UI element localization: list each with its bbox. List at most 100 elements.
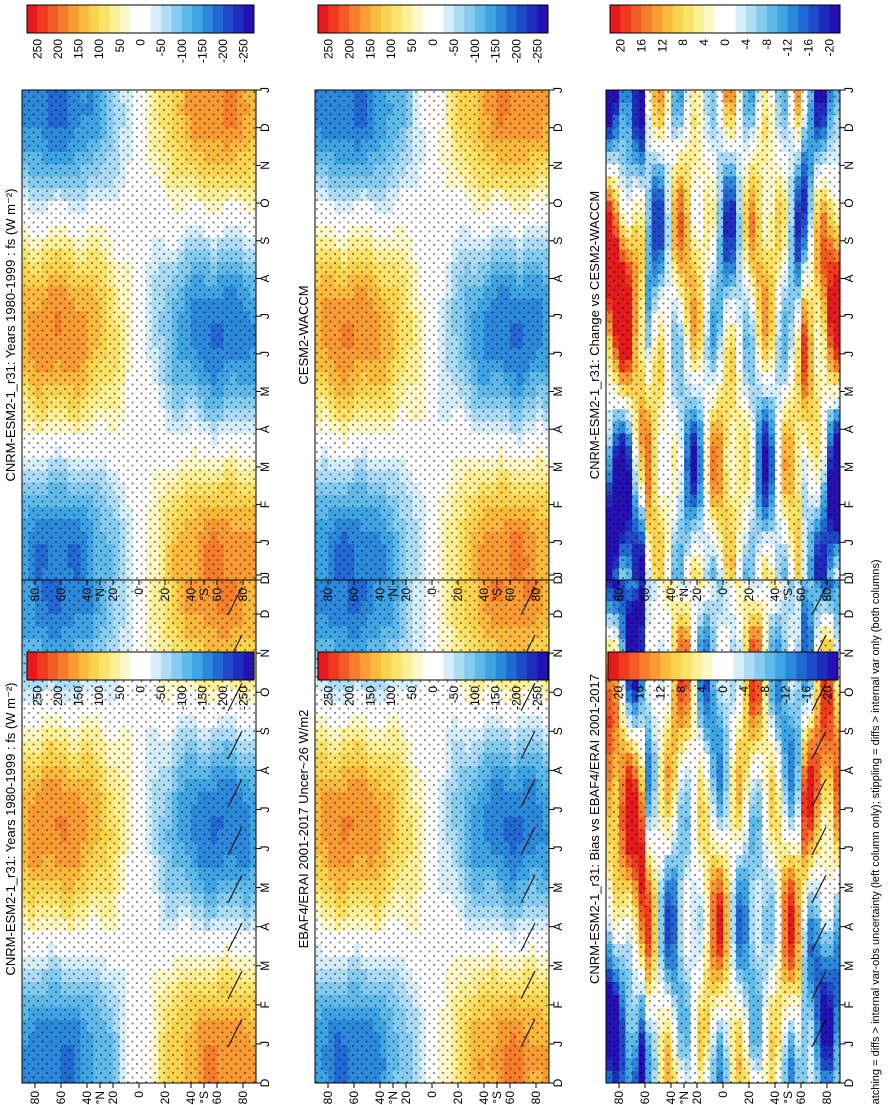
- colorbar-tick-label: 100: [384, 686, 398, 706]
- colorbar-tick-label: -250: [531, 686, 545, 710]
- lat-tick-label: 60: [54, 1091, 68, 1105]
- colorbar-tick-label: -250: [237, 39, 251, 63]
- colorbar-tick-label: 250: [321, 686, 335, 706]
- month-tick-label: N: [551, 649, 565, 658]
- colorbar-segment: [109, 652, 121, 680]
- colorbar-segment: [150, 652, 162, 680]
- colorbar-segment: [181, 652, 193, 680]
- heatmap-field: [315, 575, 549, 1083]
- stippling: [22, 90, 256, 580]
- colorbar-segment: [223, 5, 234, 33]
- lat-tick-label: 80: [28, 588, 42, 602]
- colorbar-segment: [401, 652, 413, 680]
- hatch-mark: [227, 970, 243, 1000]
- month-tick-label: J: [551, 806, 565, 812]
- colorbar-segment: [37, 652, 49, 680]
- figure-footnote: hatching = diffs > internal var-obs unce…: [870, 559, 882, 1105]
- lat-tick-label: °N: [93, 588, 107, 601]
- hatch-mark: [227, 586, 243, 616]
- colorbar-segment: [150, 5, 162, 33]
- colorbar-frame: [317, 651, 549, 681]
- hatch-mark: [520, 682, 536, 712]
- lat-tick-label: 80: [529, 1091, 543, 1105]
- colorbar-tick-label: -100: [175, 39, 189, 63]
- month-tick-label: A: [258, 766, 272, 774]
- colorbar-segment: [443, 652, 455, 680]
- lat-tick-label: 80: [28, 1091, 42, 1105]
- month-tick-label: D: [258, 609, 272, 618]
- colorbar: 250 200 150 100 50 0 -50 -100 -150 -200 -250: [317, 651, 549, 710]
- colorbar-segment: [243, 652, 255, 680]
- colorbar-segment: [99, 5, 111, 33]
- panel-4: 80 60 40 °N 20 0 20 40 °S 60 80DJFMAMJJASONDJCESM2…: [296, 4, 565, 601]
- month-tick-label: N: [258, 649, 272, 658]
- colorbar-segment: [78, 652, 90, 680]
- colorbar-segment: [88, 652, 100, 680]
- lat-tick-label: 60: [347, 1091, 361, 1105]
- colorbar-tick-label: -150: [489, 686, 503, 710]
- colorbar-segment: [233, 652, 245, 680]
- colorbar-segment: [140, 652, 152, 680]
- month-tick-label: M: [258, 462, 272, 472]
- month-tick-label: S: [258, 727, 272, 735]
- hatch-mark: [227, 922, 243, 952]
- month-tick-label: J: [258, 313, 272, 319]
- panel-2: 80 60 40 °N 20 0 20 40 °S 60 80DJFMAMJJASONDJCNRM-…: [3, 4, 272, 602]
- hatch-mark: [227, 826, 243, 856]
- colorbar: 250 200 150 100 50 0 -50 -100 -150 -200 -250: [26, 4, 255, 63]
- lat-tick-label: 60: [54, 588, 68, 602]
- month-tick-label: A: [258, 425, 272, 433]
- colorbar-segment: [99, 652, 111, 680]
- colorbar-tick-label: 50: [405, 686, 419, 700]
- month-tick-label: F: [258, 1001, 272, 1008]
- colorbar-segment: [338, 652, 350, 680]
- heatmap-field: [22, 90, 256, 580]
- lat-tick-label: 20: [158, 588, 172, 602]
- colorbar-segment: [328, 652, 340, 680]
- colorbar-tick-label: 50: [113, 39, 127, 53]
- hatch-mark: [520, 874, 536, 904]
- lat-tick-label: 60: [503, 1091, 517, 1105]
- month-tick-label: A: [551, 923, 565, 931]
- colorbar-tick-label: 50: [113, 686, 127, 700]
- heatmap-field: [315, 90, 549, 580]
- colorbar-tick-label: -50: [447, 686, 461, 704]
- month-tick-label: N: [258, 161, 272, 170]
- month-tick-label: J: [258, 539, 272, 545]
- month-tick-label: S: [551, 727, 565, 735]
- lat-tick-label: 80: [236, 1091, 250, 1105]
- colorbar-tick-label: 100: [92, 686, 106, 706]
- colorbar-segment: [119, 652, 131, 680]
- colorbar-segment: [233, 5, 245, 33]
- month-tick-label: J: [258, 806, 272, 812]
- month-tick-label: J: [258, 351, 272, 357]
- lat-tick-label: 40: [80, 1091, 94, 1105]
- colorbar-tick-label: -150: [195, 686, 209, 710]
- hatch-mark: [227, 1018, 243, 1048]
- colorbar-tick-label: -50: [154, 686, 168, 704]
- hatch-mark: [520, 778, 536, 808]
- colorbar-segment: [212, 5, 224, 33]
- colorbar-tick-label: -250: [237, 686, 251, 710]
- colorbar-segment: [171, 652, 183, 680]
- colorbar-tick-label: 250: [30, 39, 44, 59]
- month-tick-label: O: [258, 198, 272, 207]
- month-tick-label: D: [258, 575, 272, 584]
- colorbar-segment: [349, 652, 361, 680]
- colorbar-tick-label: 0: [134, 39, 148, 46]
- stippling: [315, 575, 549, 1083]
- lat-tick-label: 40: [80, 588, 94, 602]
- panel-1: 80 60 40 °N 20 0 20 40 °S 60 80DJFMAMJJASONDJCNRM-…: [3, 572, 272, 1104]
- colorbar-tick-label: 200: [51, 686, 65, 706]
- month-tick-label: J: [551, 846, 565, 852]
- colorbar-segment: [192, 652, 203, 680]
- colorbar-segment: [47, 5, 59, 33]
- lat-tick-label: 20: [158, 1091, 172, 1105]
- colorbar-tick-label: 200: [342, 686, 356, 706]
- colorbar-segment: [412, 652, 424, 680]
- month-tick-label: M: [551, 883, 565, 893]
- lat-tick-label: 20: [451, 1091, 465, 1105]
- lat-tick-label: 0: [132, 588, 146, 595]
- hatch-mark: [520, 586, 536, 616]
